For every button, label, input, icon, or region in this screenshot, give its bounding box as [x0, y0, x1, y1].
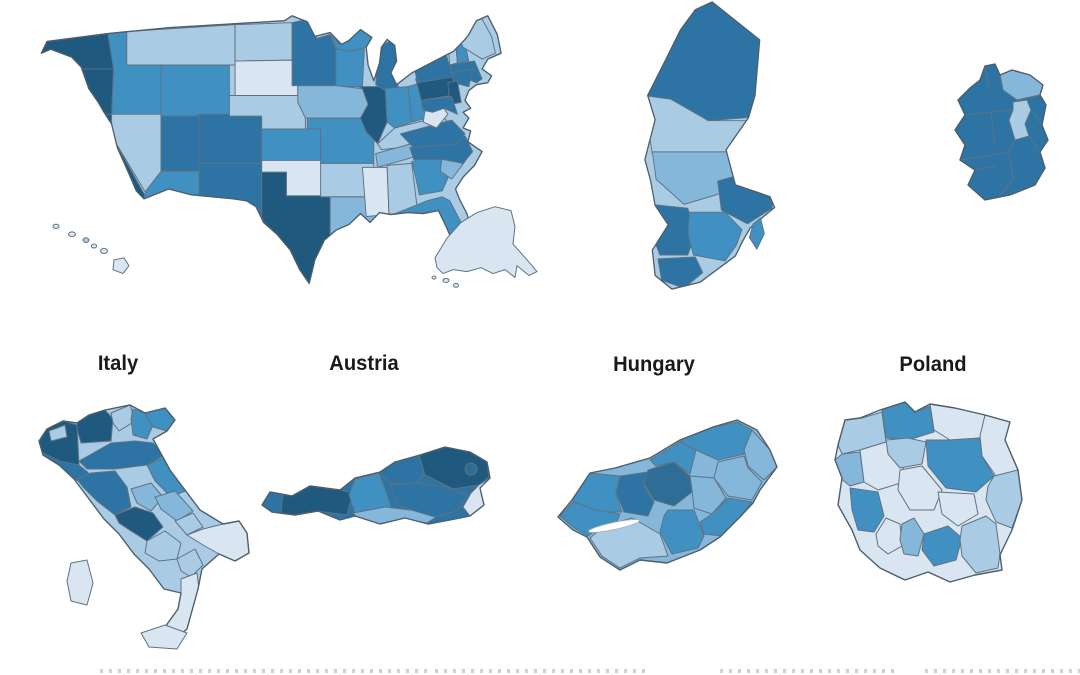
usa-outline	[40, 15, 502, 285]
region-nograd	[649, 441, 697, 475]
cropped-caption-text	[925, 669, 1080, 673]
region-virginia	[399, 119, 466, 149]
hungary-outline	[557, 419, 778, 571]
region-umbria	[130, 482, 164, 512]
hawaii-island	[82, 237, 90, 243]
map-title-poland: Poland	[899, 353, 967, 376]
sweden-outline	[644, 1, 776, 290]
austria-map	[261, 446, 491, 525]
alaska-aleutian-island	[453, 282, 459, 288]
region-tuscany	[76, 470, 132, 516]
region-pomorskie	[881, 402, 935, 441]
region-abruzzo	[154, 490, 194, 522]
region-bacs	[659, 509, 705, 555]
region-lodzkie	[897, 465, 943, 511]
region-swietokrzyskie	[937, 491, 979, 527]
region-mississippi	[361, 166, 390, 218]
region-utah	[160, 115, 200, 172]
region-lazio	[114, 506, 164, 542]
germany-map	[954, 63, 1049, 201]
map-title-hungary: Hungary	[613, 353, 695, 376]
germany-outline	[954, 63, 1049, 201]
sweden-map	[644, 1, 776, 290]
alaska-aleutian-island	[431, 275, 437, 280]
region-new-mexico	[198, 162, 263, 218]
region-sardinia	[66, 559, 94, 606]
region-alaska	[434, 206, 538, 279]
region-wyoming	[160, 64, 230, 117]
cropped-caption-text	[100, 669, 430, 673]
region-kujawsko	[885, 437, 927, 469]
map-title-italy: Italy	[97, 352, 139, 375]
map-title-austria: Austria	[329, 352, 399, 375]
region-oregon	[41, 68, 120, 115]
region-sicily	[140, 624, 188, 650]
region-basilicata	[176, 548, 204, 578]
cropped-caption-text	[720, 669, 900, 673]
hawaii-island	[100, 247, 108, 255]
region-indiana	[384, 86, 413, 129]
region-north-dakota	[234, 22, 293, 62]
region-smaland	[687, 211, 743, 262]
map-region	[959, 65, 1043, 195]
region-podkarpackie	[959, 515, 1001, 574]
region-lubuskie	[835, 451, 865, 487]
italy-map	[38, 404, 250, 650]
region-molise	[174, 512, 204, 536]
hawaii-island	[112, 257, 130, 275]
region-south-dakota	[234, 59, 299, 96]
cropped-caption-text	[435, 669, 650, 673]
region-aosta	[48, 424, 68, 442]
region-maryland	[420, 95, 458, 115]
lake-balaton	[588, 519, 640, 533]
region-styria	[390, 482, 468, 518]
region-colorado	[198, 113, 263, 164]
region-iowa	[297, 85, 369, 119]
region-kansas	[261, 128, 322, 161]
alaska-aleutian-island	[442, 278, 450, 283]
region-skane	[657, 256, 704, 289]
hawaii-island	[52, 223, 60, 230]
poland-map	[834, 401, 1023, 583]
region-gotland	[748, 217, 765, 250]
hungary-map	[557, 419, 778, 571]
region-lombardy	[76, 409, 114, 444]
region-dolnoslaskie	[849, 487, 885, 533]
region-minnesota	[291, 18, 337, 87]
region-vienna	[464, 462, 478, 476]
austria-outline	[261, 446, 491, 525]
hawaii-island	[68, 231, 76, 238]
usa-map	[40, 15, 538, 288]
region-slaskie	[899, 517, 925, 557]
region-malopolskie	[921, 525, 963, 567]
poland-outline	[834, 401, 1023, 583]
hawaii-island	[90, 243, 98, 249]
